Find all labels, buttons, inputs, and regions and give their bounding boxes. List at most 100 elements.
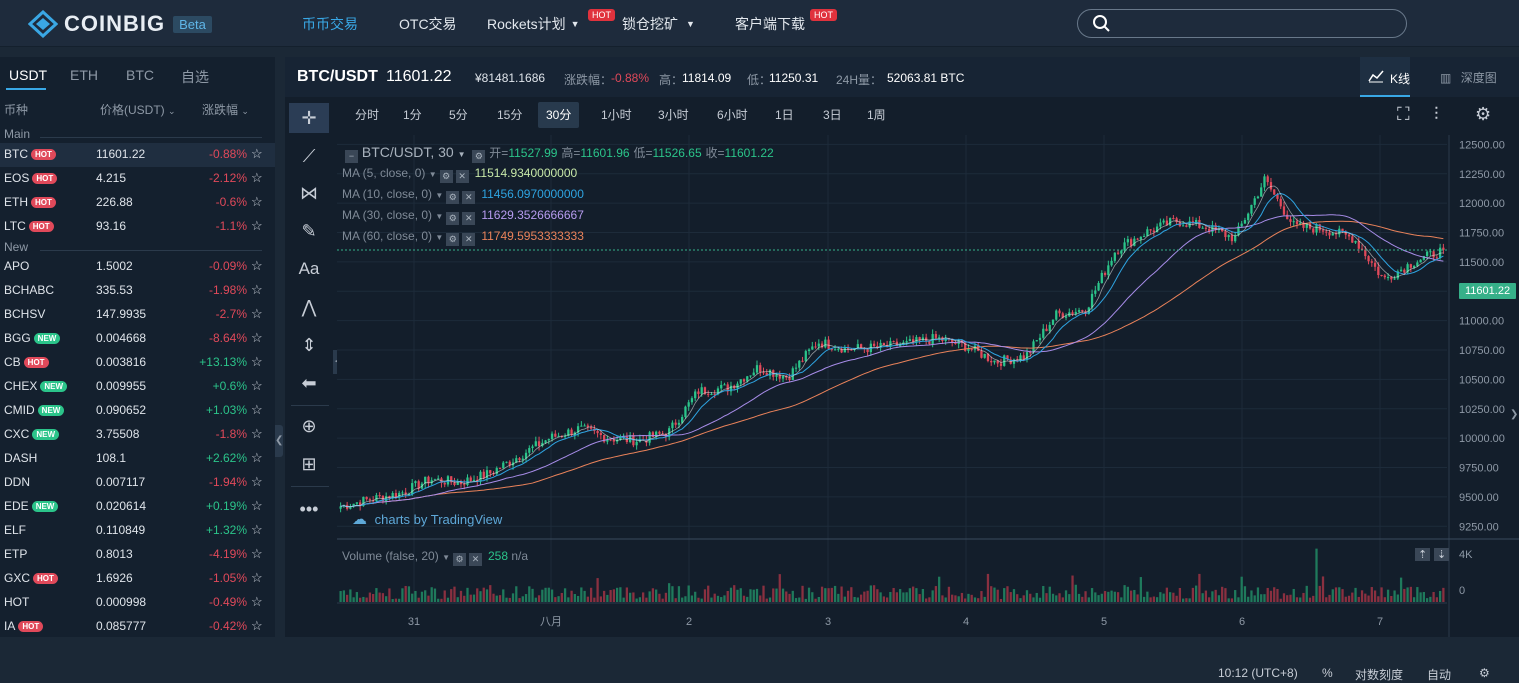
market-row[interactable]: BGG NEW 0.004668 -8.64% ☆: [0, 327, 275, 351]
interval-button[interactable]: 3日: [823, 108, 842, 122]
trend-line-icon[interactable]: ⟋: [302, 146, 316, 166]
star-icon[interactable]: ☆: [251, 330, 263, 345]
star-icon[interactable]: ☆: [251, 546, 263, 561]
more-icon[interactable]: •••: [299, 499, 319, 519]
collapse-sidebar-button[interactable]: ❮: [275, 425, 283, 457]
interval-button[interactable]: 1分: [403, 108, 422, 122]
market-row[interactable]: DDN 0.007117 -1.94% ☆: [0, 471, 275, 495]
star-icon[interactable]: ☆: [251, 618, 263, 633]
interval-button[interactable]: 5分: [449, 108, 468, 122]
indicators-icon[interactable]: ⫶: [1434, 104, 1439, 124]
settings-icon[interactable]: ⚙: [439, 170, 453, 183]
star-icon[interactable]: ☆: [251, 570, 263, 585]
collapse-right-button[interactable]: ❯: [1510, 409, 1519, 420]
tab-favorites[interactable]: 自选: [181, 69, 209, 85]
tab-btc[interactable]: BTC: [126, 67, 154, 83]
star-icon[interactable]: ☆: [251, 258, 263, 273]
tab-eth[interactable]: ETH: [70, 67, 98, 83]
star-icon[interactable]: ☆: [251, 282, 263, 297]
status-time[interactable]: 10:12 (UTC+8): [1218, 666, 1298, 680]
brush-icon[interactable]: ✎: [301, 221, 317, 241]
star-icon[interactable]: ☆: [251, 194, 263, 209]
market-row[interactable]: BCHABC 335.53 -1.98% ☆: [0, 279, 275, 303]
market-row[interactable]: CB HOT 0.003816 +13.13% ☆: [0, 351, 275, 375]
market-row[interactable]: ETP 0.8013 -4.19% ☆: [0, 543, 275, 567]
star-icon[interactable]: ☆: [251, 378, 263, 393]
market-row[interactable]: LTC HOT 93.16 -1.1% ☆: [0, 215, 275, 239]
chart-area[interactable]: 分时 1分 5分 15分 30分 1小时 3小时 6小时 1日 3日 1周 ⛶ ⫶ ⚙ 12500.…: [337, 97, 1519, 682]
close-icon[interactable]: ✕: [468, 553, 482, 566]
star-icon[interactable]: ☆: [251, 306, 263, 321]
star-icon[interactable]: ☆: [251, 426, 263, 441]
nav-spot-trading[interactable]: 币币交易: [302, 14, 358, 34]
col-price[interactable]: 价格(USDT) ⌄: [100, 101, 176, 118]
nav-rockets[interactable]: Rockets计划 ▼ HOT: [487, 9, 615, 34]
interval-button[interactable]: 30分: [538, 102, 580, 128]
col-change[interactable]: 涨跌幅 ⌄: [202, 101, 249, 118]
candlestick-chart[interactable]: 12500.00 12250.00 12000.00 11750.00 11500.00…: [337, 135, 1519, 637]
text-tool-icon[interactable]: Aa: [298, 259, 320, 278]
market-row[interactable]: CMID NEW 0.090652 +1.03% ☆: [0, 399, 275, 423]
auto-scale-toggle[interactable]: 自动: [1427, 668, 1452, 682]
tab-usdt[interactable]: USDT: [9, 67, 48, 83]
tab-kline[interactable]: K线: [1360, 57, 1410, 97]
market-row[interactable]: CHEX NEW 0.009955 +0.6% ☆: [0, 375, 275, 399]
star-icon[interactable]: ☆: [251, 146, 263, 161]
market-row[interactable]: EOS HOT 4.215 -2.12% ☆: [0, 167, 275, 191]
market-row[interactable]: ETH HOT 226.88 -0.6% ☆: [0, 191, 275, 215]
close-icon[interactable]: ✕: [455, 170, 469, 183]
interval-button[interactable]: 1日: [775, 108, 794, 122]
settings-icon[interactable]: ⚙: [446, 233, 460, 246]
interval-button[interactable]: 3小时: [658, 108, 689, 122]
interval-button[interactable]: 15分: [497, 108, 523, 122]
log-scale-toggle[interactable]: 对数刻度: [1355, 668, 1404, 682]
market-row[interactable]: ELF 0.110849 +1.32% ☆: [0, 519, 275, 543]
interval-button[interactable]: 1小时: [601, 108, 632, 122]
close-icon[interactable]: ✕: [462, 212, 476, 225]
market-row[interactable]: BCHSV 147.9935 -2.7% ☆: [0, 303, 275, 327]
collapse-toolbar-button[interactable]: ◂: [333, 350, 340, 374]
percent-toggle[interactable]: %: [1322, 666, 1333, 680]
nav-client-download[interactable]: 客户端下载 HOT: [735, 9, 837, 34]
settings-icon[interactable]: ⚙: [446, 191, 460, 204]
close-icon[interactable]: ✕: [462, 233, 476, 246]
market-row[interactable]: BTC HOT 11601.22 -0.88% ☆: [0, 143, 275, 167]
star-icon[interactable]: ☆: [251, 170, 263, 185]
interval-button[interactable]: 1周: [867, 108, 886, 122]
col-coin[interactable]: 币种: [4, 103, 29, 117]
settings-gear-icon[interactable]: ⚙: [1475, 104, 1492, 124]
star-icon[interactable]: ☆: [251, 450, 263, 465]
crosshair-icon[interactable]: ✛: [289, 103, 329, 133]
logo[interactable]: COINBIG Beta: [28, 10, 212, 38]
market-row[interactable]: GXC HOT 1.6926 -1.05% ☆: [0, 567, 275, 591]
pattern-icon[interactable]: ⋀: [301, 297, 317, 317]
search-input[interactable]: [1077, 9, 1407, 38]
star-icon[interactable]: ☆: [251, 498, 263, 513]
tradingview-watermark[interactable]: ☁ charts by TradingView: [352, 510, 502, 528]
interval-button[interactable]: 6小时: [717, 108, 748, 122]
star-icon[interactable]: ☆: [251, 522, 263, 537]
collapse-legend-icon[interactable]: −: [345, 150, 358, 163]
fib-icon[interactable]: ⋈: [300, 183, 318, 203]
fullscreen-icon[interactable]: ⛶: [1397, 104, 1410, 124]
close-icon[interactable]: ✕: [462, 191, 476, 204]
settings-icon[interactable]: ⚙: [1479, 666, 1490, 680]
star-icon[interactable]: ☆: [251, 218, 263, 233]
measure-icon[interactable]: ⇕: [301, 335, 317, 355]
market-row[interactable]: APO 1.5002 -0.09% ☆: [0, 255, 275, 279]
settings-icon[interactable]: ⚙: [446, 212, 460, 225]
star-icon[interactable]: ☆: [251, 402, 263, 417]
settings-icon[interactable]: ⚙: [472, 150, 486, 163]
star-icon[interactable]: ☆: [251, 354, 263, 369]
interval-button[interactable]: 分时: [355, 108, 380, 122]
market-row[interactable]: EDE NEW 0.020614 +0.19% ☆: [0, 495, 275, 519]
star-icon[interactable]: ☆: [251, 474, 263, 489]
move-down-icon[interactable]: ⇣: [1434, 548, 1450, 561]
market-row[interactable]: IA HOT 0.085777 -0.42% ☆: [0, 615, 275, 639]
market-row[interactable]: CXC NEW 3.75508 -1.8% ☆: [0, 423, 275, 447]
move-up-icon[interactable]: ⇡: [1415, 548, 1431, 561]
zoom-in-icon[interactable]: ⊕: [301, 416, 317, 436]
nav-otc[interactable]: OTC交易: [399, 14, 457, 34]
star-icon[interactable]: ☆: [251, 594, 263, 609]
market-row[interactable]: HOT 0.000998 -0.49% ☆: [0, 591, 275, 615]
